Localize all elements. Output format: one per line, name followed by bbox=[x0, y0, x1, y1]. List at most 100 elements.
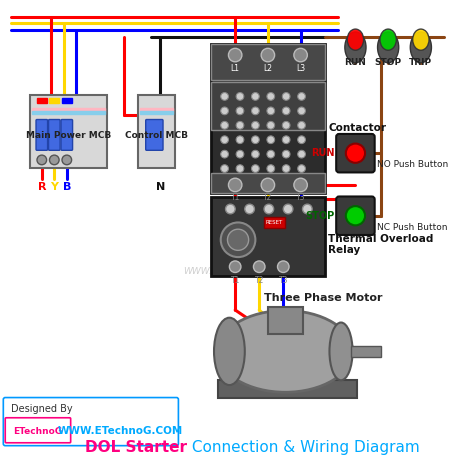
Ellipse shape bbox=[380, 29, 396, 50]
Circle shape bbox=[267, 121, 274, 129]
Bar bbox=[218, 380, 357, 398]
Text: T3: T3 bbox=[279, 275, 288, 285]
Bar bbox=[32, 111, 105, 114]
Circle shape bbox=[62, 155, 72, 165]
Bar bbox=[211, 197, 325, 276]
Text: Designed By: Designed By bbox=[11, 404, 73, 414]
Text: DOL Starter: DOL Starter bbox=[85, 440, 187, 455]
Bar bbox=[211, 82, 325, 130]
Text: Contactor: Contactor bbox=[328, 123, 386, 133]
Bar bbox=[49, 98, 59, 103]
Text: STOP: STOP bbox=[305, 211, 334, 221]
Circle shape bbox=[267, 136, 274, 144]
Text: WWW.ETechnoG.COM: WWW.ETechnoG.COM bbox=[58, 426, 183, 436]
Circle shape bbox=[252, 136, 259, 144]
Text: T2: T2 bbox=[255, 275, 264, 285]
Circle shape bbox=[252, 165, 259, 172]
Bar bbox=[311, 353, 319, 392]
Circle shape bbox=[236, 121, 244, 129]
Text: Control MCB: Control MCB bbox=[125, 131, 188, 140]
Circle shape bbox=[261, 178, 274, 192]
FancyBboxPatch shape bbox=[48, 119, 60, 150]
Circle shape bbox=[221, 150, 228, 158]
Text: R: R bbox=[37, 182, 46, 192]
Text: T3: T3 bbox=[296, 193, 305, 202]
FancyBboxPatch shape bbox=[61, 119, 73, 150]
Circle shape bbox=[294, 178, 307, 192]
Circle shape bbox=[283, 93, 290, 100]
Circle shape bbox=[228, 178, 242, 192]
Circle shape bbox=[49, 155, 59, 165]
Circle shape bbox=[221, 136, 228, 144]
Ellipse shape bbox=[347, 29, 364, 50]
Ellipse shape bbox=[214, 318, 245, 385]
Circle shape bbox=[236, 165, 244, 172]
Circle shape bbox=[302, 204, 312, 214]
Circle shape bbox=[236, 93, 244, 100]
Circle shape bbox=[261, 48, 274, 62]
Ellipse shape bbox=[218, 311, 353, 392]
FancyBboxPatch shape bbox=[36, 119, 47, 150]
Circle shape bbox=[267, 165, 274, 172]
Ellipse shape bbox=[410, 32, 431, 63]
Bar bbox=[211, 44, 325, 80]
Circle shape bbox=[252, 107, 259, 115]
Circle shape bbox=[298, 121, 305, 129]
Bar bbox=[62, 98, 72, 103]
FancyBboxPatch shape bbox=[3, 398, 178, 446]
Circle shape bbox=[283, 121, 290, 129]
Circle shape bbox=[346, 144, 365, 163]
Bar bbox=[273, 353, 282, 392]
Bar bbox=[261, 353, 269, 392]
Text: STOP: STOP bbox=[374, 58, 401, 67]
Ellipse shape bbox=[329, 323, 353, 380]
Circle shape bbox=[252, 150, 259, 158]
Text: Thermal Overload
Relay: Thermal Overload Relay bbox=[328, 234, 434, 256]
Circle shape bbox=[252, 93, 259, 100]
FancyBboxPatch shape bbox=[146, 119, 163, 150]
Circle shape bbox=[298, 107, 305, 115]
Bar bbox=[268, 307, 302, 334]
Text: N: N bbox=[155, 182, 165, 192]
Bar bbox=[299, 353, 306, 392]
Text: RUN: RUN bbox=[311, 148, 334, 158]
Circle shape bbox=[254, 261, 265, 273]
Circle shape bbox=[283, 107, 290, 115]
Circle shape bbox=[267, 93, 274, 100]
Text: Main Power MCB: Main Power MCB bbox=[26, 131, 111, 140]
Text: RESET: RESET bbox=[266, 220, 283, 225]
Text: Three Phase Motor: Three Phase Motor bbox=[264, 294, 383, 303]
Circle shape bbox=[277, 261, 289, 273]
Circle shape bbox=[236, 107, 244, 115]
Circle shape bbox=[283, 204, 293, 214]
Circle shape bbox=[229, 261, 241, 273]
FancyBboxPatch shape bbox=[5, 418, 71, 443]
Circle shape bbox=[252, 121, 259, 129]
Text: L1: L1 bbox=[231, 64, 240, 73]
Circle shape bbox=[221, 121, 228, 129]
Text: RUN: RUN bbox=[345, 58, 366, 67]
Circle shape bbox=[236, 150, 244, 158]
Circle shape bbox=[283, 150, 290, 158]
Bar bbox=[30, 95, 107, 168]
Circle shape bbox=[298, 93, 305, 100]
FancyBboxPatch shape bbox=[336, 196, 374, 235]
Bar bbox=[140, 111, 173, 114]
Text: NC Push Button: NC Push Button bbox=[377, 223, 447, 232]
Text: L3: L3 bbox=[296, 64, 305, 73]
Text: L2: L2 bbox=[264, 64, 273, 73]
Circle shape bbox=[37, 155, 46, 165]
Bar bbox=[351, 345, 382, 357]
Circle shape bbox=[221, 93, 228, 100]
Circle shape bbox=[228, 48, 242, 62]
Circle shape bbox=[221, 107, 228, 115]
Circle shape bbox=[346, 206, 365, 225]
Text: WWW.ETechnoG.COM: WWW.ETechnoG.COM bbox=[183, 267, 281, 276]
Ellipse shape bbox=[378, 32, 399, 63]
Circle shape bbox=[236, 136, 244, 144]
Circle shape bbox=[294, 48, 307, 62]
Circle shape bbox=[226, 204, 235, 214]
FancyBboxPatch shape bbox=[336, 134, 374, 172]
Circle shape bbox=[228, 229, 249, 250]
Circle shape bbox=[283, 136, 290, 144]
